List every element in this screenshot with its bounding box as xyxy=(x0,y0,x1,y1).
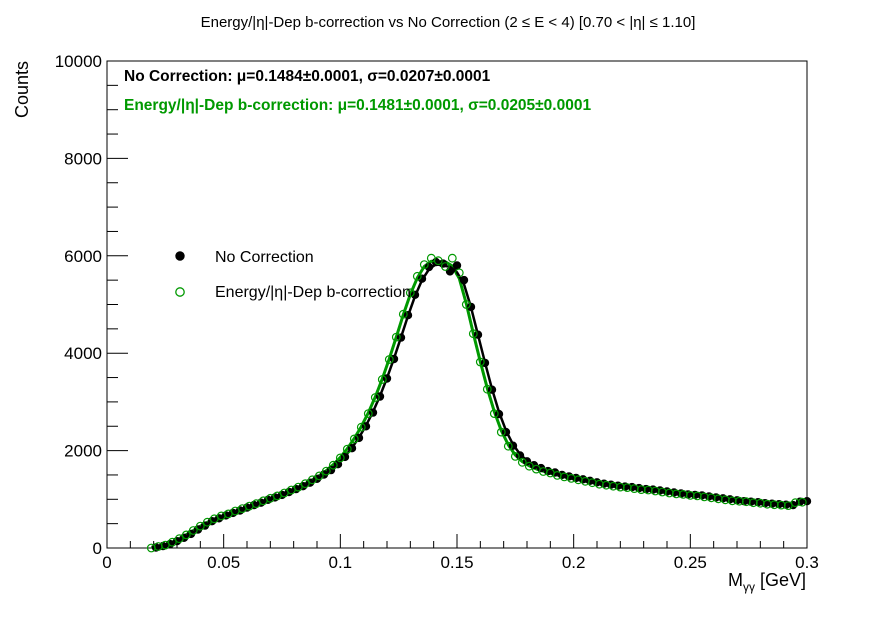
y-tick-label: 4000 xyxy=(64,344,102,363)
data-point-b-correction xyxy=(363,409,373,419)
data-point-b-correction xyxy=(328,460,338,470)
data-point-b-correction xyxy=(517,457,527,467)
data-point-no-correction xyxy=(445,267,455,276)
data-point-b-correction xyxy=(468,329,478,339)
data-point-no-correction xyxy=(452,261,462,270)
data-point-b-correction xyxy=(503,441,513,451)
data-point-b-correction xyxy=(440,262,450,271)
data-point-b-correction xyxy=(377,375,387,384)
data-point-b-correction xyxy=(314,471,324,481)
data-point-b-correction xyxy=(174,534,184,544)
x-axis-label-subscript: γγ xyxy=(743,580,755,594)
y-axis-label: Counts xyxy=(12,61,32,118)
data-point-no-correction xyxy=(417,274,427,283)
y-tick-label: 6000 xyxy=(64,247,102,266)
data-point-b-correction xyxy=(454,268,464,278)
data-point-b-correction xyxy=(447,253,457,263)
legend: No Correction Energy/|η|-Dep b-correctio… xyxy=(175,249,411,301)
data-point-b-correction xyxy=(496,427,506,437)
data-point-b-correction xyxy=(188,526,198,535)
data-point-b-correction xyxy=(391,332,401,342)
y-tick-label: 2000 xyxy=(64,442,102,461)
x-axis: 0 0.05 0.1 0.15 0.2 0.25 0.3 xyxy=(102,534,819,572)
data-point-no-correction xyxy=(410,290,420,299)
x-tick-label: 0.05 xyxy=(207,553,240,572)
y-tick-label: 0 xyxy=(93,539,102,558)
data-point-b-correction xyxy=(370,393,380,402)
data-point-b-correction xyxy=(181,530,191,540)
data-point-no-correction xyxy=(424,262,434,272)
plot-frame xyxy=(106,60,808,549)
data-point-b-correction xyxy=(419,260,429,270)
chart-title: Energy/|η|-Dep b-correction vs No Correc… xyxy=(201,14,696,31)
legend-label-no-correction: No Correction xyxy=(215,249,314,266)
y-tick-label: 10000 xyxy=(55,52,102,71)
data-point-b-correction xyxy=(342,444,352,454)
data-point-b-correction xyxy=(321,466,331,476)
data-point-no-correction xyxy=(466,302,476,312)
x-axis-label-main: M xyxy=(728,570,743,590)
data-point-b-correction xyxy=(335,453,345,463)
data-point-b-correction xyxy=(405,288,415,298)
data-point-b-correction xyxy=(461,300,471,309)
legend-label-b-correction: Energy/|η|-Dep b-correction xyxy=(215,284,411,301)
fit-annotation-b-correction: Energy/|η|-Dep b-correction: μ=0.1481±0.… xyxy=(124,97,591,114)
x-tick-label: 0.2 xyxy=(562,553,586,572)
legend-marker-b-correction xyxy=(175,287,185,297)
data-point-b-correction xyxy=(489,409,499,419)
data-point-b-correction xyxy=(510,452,520,461)
x-tick-label: 0.25 xyxy=(674,553,707,572)
y-axis: 0 2000 4000 6000 8000 10000 xyxy=(55,52,128,558)
data-point-b-correction xyxy=(482,384,492,394)
data-point-b-correction xyxy=(202,517,212,527)
x-tick-label: 0.1 xyxy=(329,553,353,572)
data-point-b-correction xyxy=(797,497,807,507)
data-point-b-correction xyxy=(167,537,177,547)
x-tick-label: 0.3 xyxy=(795,553,819,572)
data-point-no-correction xyxy=(459,275,469,285)
data-point-b-correction xyxy=(475,357,485,367)
data-point-b-correction xyxy=(398,309,408,319)
data-point-b-correction xyxy=(349,434,359,444)
data-point-b-correction xyxy=(384,355,394,364)
data-point-b-correction xyxy=(293,482,303,492)
data-point-b-correction xyxy=(356,422,366,432)
data-markers xyxy=(146,253,812,553)
data-point-b-correction xyxy=(433,256,443,266)
y-tick-label: 8000 xyxy=(64,149,102,168)
x-axis-label-unit: [GeV] xyxy=(755,570,806,590)
data-point-b-correction xyxy=(300,479,310,489)
x-axis-label: Mγγ [GeV] xyxy=(728,570,806,594)
fit-annotation-no-correction: No Correction: μ=0.1484±0.0001, σ=0.0207… xyxy=(124,68,491,85)
data-point-b-correction xyxy=(412,271,422,281)
data-point-b-correction xyxy=(307,475,317,485)
x-tick-label: 0 xyxy=(102,553,111,572)
legend-marker-no-correction xyxy=(175,251,185,261)
data-point-b-correction xyxy=(195,521,205,531)
x-tick-label: 0.15 xyxy=(440,553,473,572)
